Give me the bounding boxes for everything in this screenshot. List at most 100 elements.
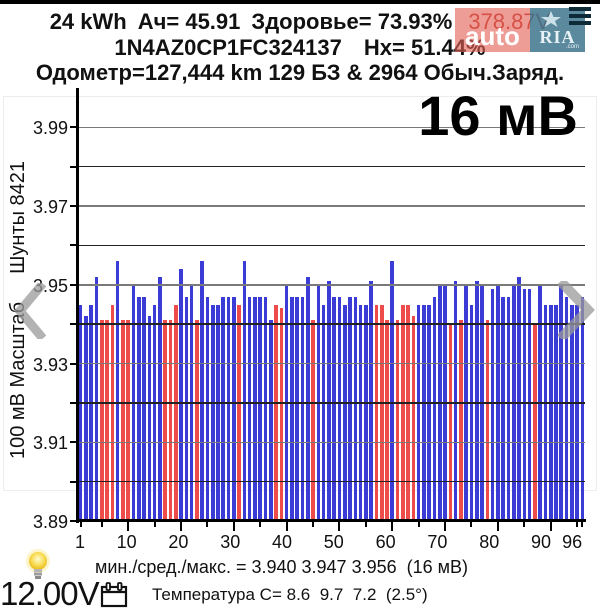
y-tick-mark: [70, 441, 77, 444]
cell-bar: [221, 296, 226, 521]
x-tick-mark: [444, 521, 447, 531]
cell-bar: [469, 304, 474, 521]
gridline: [78, 165, 585, 168]
cell-bar: [453, 280, 458, 521]
cell-bar: [295, 296, 300, 521]
x-tick-mark: [549, 521, 552, 531]
lightbulb-icon[interactable]: [23, 549, 53, 583]
cell-bar: [485, 320, 490, 521]
cell-bar: [311, 320, 315, 521]
cell-bar: [379, 304, 384, 521]
cell-bar: [205, 296, 210, 521]
cell-bar: [136, 296, 141, 521]
x-tick-label: 90: [531, 532, 552, 552]
menu-icon[interactable]: [569, 7, 591, 25]
x-tick-label: 60: [375, 532, 396, 552]
battery-capacity: 24 kWh: [49, 9, 127, 34]
cell-bar: [269, 320, 273, 521]
x-tick-label: 80: [479, 532, 500, 552]
cell-bar: [237, 304, 241, 521]
cell-bar: [195, 320, 199, 521]
cell-bar: [327, 280, 331, 521]
cell-bar: [232, 296, 236, 521]
chevron-left-icon[interactable]: [14, 283, 46, 339]
chart-frame: [3, 96, 597, 491]
status-bar-strip: [0, 0, 600, 4]
y-tick-mark: [70, 323, 77, 326]
cell-bar: [374, 304, 379, 521]
x-tick-mark: [127, 521, 130, 531]
cell-bar: [427, 304, 432, 521]
x-tick-mark: [259, 521, 262, 527]
chevron-right-icon[interactable]: [558, 281, 596, 339]
x-tick-mark: [206, 521, 209, 527]
state-of-health: Здоровье= 73.93%: [251, 9, 453, 34]
x-tick-mark: [576, 521, 579, 527]
gridline: [78, 323, 585, 325]
cell-bar: [348, 296, 352, 521]
gridline: [78, 441, 585, 444]
cell-bar: [369, 280, 373, 521]
min-avg-max-stats: мин./сред./макс. = 3.940 3.947 3.956 (16…: [95, 557, 469, 577]
cell-bar: [411, 316, 416, 521]
x-axis-line: [76, 519, 586, 522]
x-tick-label: 20: [168, 532, 189, 552]
cell-bar: [142, 296, 146, 521]
x-tick-mark: [232, 521, 235, 531]
x-tick-mark: [417, 521, 420, 527]
watermark-sub-text: .com: [565, 44, 579, 50]
cell-bar: [105, 320, 109, 521]
cell-bar: [522, 288, 527, 521]
cell-bar: [200, 261, 204, 521]
x-tick-mark: [285, 521, 288, 531]
x-tick-label: 40: [272, 532, 293, 552]
cell-bar: [459, 320, 463, 521]
cell-bar: [575, 304, 579, 521]
cell-bar: [84, 316, 88, 521]
gridline: [78, 402, 585, 404]
cell-bar: [216, 304, 220, 521]
temperature-readout: Температура C= 8.6 9.7 7.2 (2.5°): [152, 585, 428, 604]
x-tick-mark: [179, 521, 182, 531]
cell-bar: [401, 304, 405, 521]
calendar-icon[interactable]: [100, 582, 128, 608]
cell-bar: [158, 276, 162, 521]
x-tick-mark: [312, 521, 315, 527]
cell-bar: [474, 280, 479, 521]
cell-bar: [580, 296, 585, 521]
cell-bar: [258, 296, 263, 521]
voltage-spread-badge: 16 мВ: [418, 84, 578, 147]
cell-bar: [527, 288, 532, 521]
cell-bar: [184, 296, 189, 521]
cell-bar: [115, 261, 120, 521]
cell-bar: [337, 296, 342, 521]
cell-bar: [168, 320, 173, 521]
x-tick-label: 1: [74, 532, 86, 552]
cell-bar: [332, 296, 336, 521]
gridline: [78, 284, 585, 286]
cell-bar: [94, 276, 99, 521]
odometer-info: Одометр=127,444 km 129 БЗ & 2964 Обыч.За…: [35, 60, 565, 85]
cell-bar: [247, 296, 252, 521]
y-tick-label: 3.93: [32, 354, 68, 375]
cell-bar: [543, 304, 548, 521]
cell-bar: [353, 296, 358, 521]
x-tick-mark: [364, 521, 367, 527]
cell-bar: [564, 296, 569, 521]
y-tick-label: 3.97: [32, 197, 68, 218]
y-tick-label: 3.89: [32, 512, 68, 532]
gridline: [78, 480, 585, 483]
cell-bar: [554, 304, 558, 521]
cell-bar: [152, 304, 157, 521]
cell-bar: [163, 320, 167, 521]
gridline: [78, 362, 585, 365]
x-tick-mark: [153, 521, 156, 527]
y-tick-mark: [70, 283, 77, 286]
cell-bar: [422, 304, 426, 521]
cell-bar: [570, 304, 574, 521]
x-tick-label: 96: [562, 532, 583, 552]
x-tick-label: 30: [220, 532, 241, 552]
cell-bar: [533, 324, 537, 521]
cell-bar: [385, 320, 389, 521]
shunts-label: Шунты 8421: [7, 160, 29, 274]
